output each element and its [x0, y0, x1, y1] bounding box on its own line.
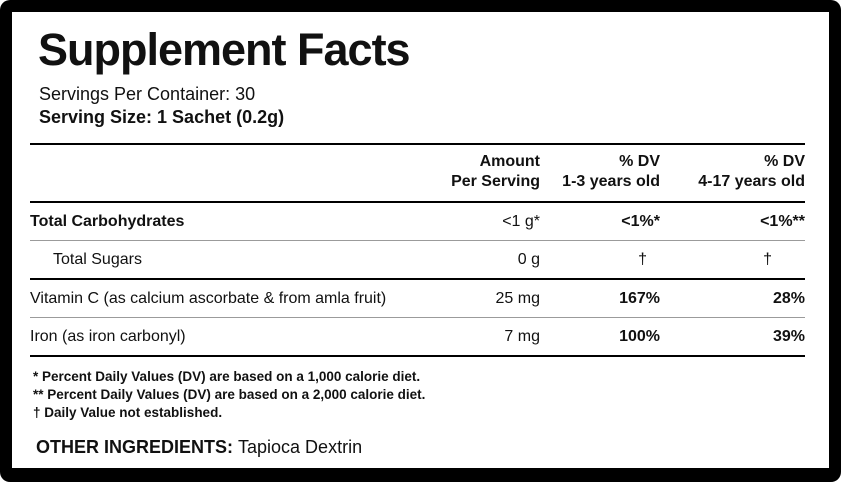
nutrient-name: Vitamin C (as calcium ascorbate & from a… — [30, 289, 387, 307]
dv-4-17-value: 28% — [772, 289, 805, 307]
table-row: Iron (as iron carbonyl) 7 mg 100% 39% — [30, 317, 805, 356]
dv-4-17-value: † — [763, 250, 772, 268]
footnote-1000-calorie: * Percent Daily Values (DV) are based on… — [33, 368, 421, 384]
table-row: Vitamin C (as calcium ascorbate & from a… — [30, 279, 805, 318]
other-ingredients: OTHER INGREDIENTS: Tapioca Dextrin — [36, 436, 829, 458]
amount-value: <1 g* — [502, 212, 540, 230]
table-row: Total Carbohydrates <1 g* <1%* <1%** — [30, 202, 805, 241]
dv-1-3-value: 100% — [619, 327, 660, 345]
header-nutrient — [30, 144, 450, 202]
dv-4-17-value: <1%** — [760, 212, 805, 230]
header-amount-per-serving: Amount Per Serving — [451, 152, 540, 190]
header-dv-4-17-years: % DV 4-17 years old — [698, 152, 805, 190]
other-ingredients-label: OTHER INGREDIENTS: — [36, 436, 239, 457]
amount-value: 25 mg — [495, 289, 540, 307]
other-ingredients-value: Tapioca Dextrin — [238, 436, 363, 457]
header-dv-1-3-years: % DV 1-3 years old — [562, 152, 660, 190]
supplement-facts-table: Amount Per Serving % DV 1-3 years old % … — [30, 143, 805, 357]
supplement-facts-title: Supplement Facts — [38, 24, 411, 75]
nutrient-name: Total Carbohydrates — [30, 212, 185, 230]
serving-size: Serving Size: 1 Sachet (0.2g) — [39, 106, 285, 127]
dv-1-3-value: † — [638, 250, 647, 268]
table-row: Total Sugars 0 g † † — [30, 240, 805, 279]
dv-1-3-value: 167% — [619, 289, 660, 307]
table-header-row: Amount Per Serving % DV 1-3 years old % … — [30, 143, 805, 202]
nutrient-name: Iron (as iron carbonyl) — [30, 327, 186, 345]
amount-value: 0 g — [517, 250, 540, 268]
footnote-dv-not-established: † Daily Value not established. — [33, 404, 223, 420]
dv-1-3-value: <1%* — [621, 212, 660, 230]
dv-4-17-value: 39% — [772, 327, 805, 345]
nutrient-name: Total Sugars — [53, 250, 142, 268]
amount-value: 7 mg — [504, 327, 540, 345]
servings-per-container: Servings Per Container: 30 — [39, 83, 256, 104]
supplement-facts-panel: Supplement Facts Servings Per Container:… — [12, 12, 829, 468]
footnotes: * Percent Daily Values (DV) are based on… — [33, 368, 829, 422]
footnote-2000-calorie: ** Percent Daily Values (DV) are based o… — [33, 386, 426, 402]
